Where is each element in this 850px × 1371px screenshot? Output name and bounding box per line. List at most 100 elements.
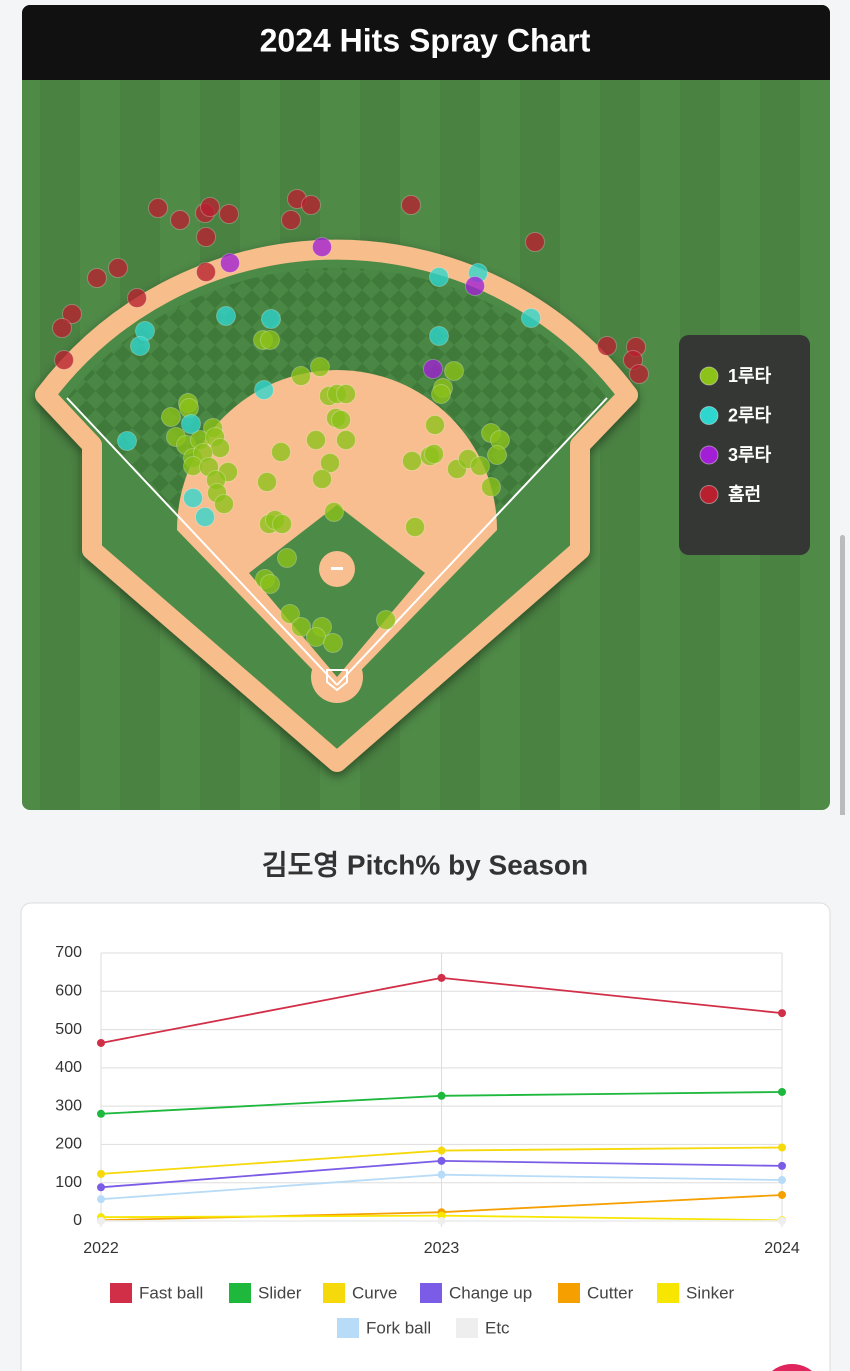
x-tick-label: 2023 bbox=[424, 1240, 460, 1257]
hit-dot bbox=[219, 204, 239, 224]
y-tick-label: 400 bbox=[55, 1059, 82, 1076]
hit-dot bbox=[402, 451, 422, 471]
point bbox=[97, 1183, 105, 1192]
hit-dot bbox=[336, 384, 356, 404]
y-tick-label: 500 bbox=[55, 1021, 82, 1038]
legend-label: Fast ball bbox=[139, 1283, 203, 1302]
hit-dot bbox=[200, 197, 220, 217]
legend-label: 2루타 bbox=[728, 405, 772, 425]
legend-swatch bbox=[699, 445, 719, 465]
legend-label: Fork ball bbox=[366, 1318, 431, 1337]
chart-title: 2024 Hits Spray Chart bbox=[260, 22, 591, 58]
hit-dot bbox=[324, 502, 344, 522]
y-tick-label: 600 bbox=[55, 983, 82, 1000]
legend-swatch bbox=[323, 1283, 345, 1303]
hit-dot bbox=[301, 195, 321, 215]
legend-swatch bbox=[337, 1318, 359, 1338]
hit-dot bbox=[423, 359, 443, 379]
hit-dot bbox=[280, 604, 300, 624]
hit-dot bbox=[277, 548, 297, 568]
hit-dot bbox=[130, 336, 150, 356]
legend-swatch bbox=[657, 1283, 679, 1303]
legend-label: 홈런 bbox=[728, 483, 761, 504]
hit-dot bbox=[260, 574, 280, 594]
hit-dot bbox=[310, 357, 330, 377]
point bbox=[778, 1009, 786, 1018]
point bbox=[437, 973, 446, 982]
point bbox=[437, 1170, 446, 1179]
hit-dot bbox=[257, 472, 277, 492]
hit-dot bbox=[261, 309, 281, 329]
y-tick-label: 200 bbox=[55, 1136, 82, 1153]
floating-button[interactable] bbox=[760, 1364, 824, 1371]
legend-swatch bbox=[456, 1318, 478, 1338]
hit-dot bbox=[170, 210, 190, 230]
legend-swatch bbox=[699, 485, 719, 504]
hit-dot bbox=[196, 262, 216, 282]
hit-dot bbox=[62, 304, 82, 324]
point bbox=[778, 1190, 786, 1199]
hit-dot bbox=[629, 364, 649, 384]
hit-dot bbox=[291, 366, 311, 386]
hit-dot bbox=[376, 610, 396, 630]
legend-label: Curve bbox=[352, 1283, 397, 1302]
chart-title: 김도영 Pitch% by Season bbox=[262, 849, 588, 880]
legend-swatch bbox=[558, 1283, 580, 1303]
legend-label: Change up bbox=[449, 1283, 532, 1302]
legend-label: Etc bbox=[485, 1318, 510, 1337]
legend-swatch bbox=[229, 1283, 251, 1303]
hit-dot bbox=[424, 444, 444, 464]
legend-swatch bbox=[699, 406, 719, 425]
hit-dot bbox=[481, 477, 501, 497]
legend-label: 3루타 bbox=[728, 445, 772, 465]
x-tick-label: 2022 bbox=[83, 1240, 119, 1257]
hit-dot bbox=[148, 198, 168, 218]
hit-dot bbox=[108, 258, 128, 278]
hit-dot bbox=[54, 350, 74, 370]
hit-dot bbox=[521, 308, 541, 328]
hit-dot bbox=[331, 410, 351, 430]
y-tick-label: 300 bbox=[55, 1097, 82, 1114]
hit-dot bbox=[254, 380, 274, 400]
y-tick-label: 0 bbox=[73, 1212, 82, 1229]
point bbox=[778, 1143, 786, 1152]
hit-dot bbox=[220, 253, 240, 273]
legend-swatch bbox=[110, 1283, 132, 1303]
hit-dot bbox=[429, 326, 449, 346]
scrollbar bbox=[840, 535, 845, 815]
hit-dot bbox=[444, 361, 464, 381]
point bbox=[97, 1038, 105, 1047]
hit-dot bbox=[195, 507, 215, 527]
hit-dot bbox=[465, 276, 485, 296]
hit-dot bbox=[405, 517, 425, 537]
hit-dot bbox=[320, 453, 340, 473]
y-tick-label: 700 bbox=[55, 944, 82, 961]
point bbox=[778, 1161, 786, 1170]
point bbox=[437, 1217, 446, 1225]
point bbox=[97, 1169, 105, 1178]
x-tick-label: 2024 bbox=[764, 1240, 800, 1257]
point bbox=[437, 1091, 446, 1100]
hit-dot bbox=[291, 617, 311, 637]
hit-dot bbox=[196, 227, 216, 247]
hit-dot bbox=[281, 210, 301, 230]
hit-dot bbox=[487, 445, 507, 465]
hit-dot bbox=[214, 494, 234, 514]
point bbox=[97, 1109, 105, 1118]
point bbox=[437, 1156, 446, 1165]
hit-dot bbox=[260, 330, 280, 350]
hit-dot bbox=[429, 267, 449, 287]
hit-dot bbox=[425, 415, 445, 435]
hit-dot bbox=[401, 195, 421, 215]
point bbox=[437, 1146, 446, 1155]
hit-dot bbox=[181, 414, 201, 434]
hit-dot bbox=[336, 430, 356, 450]
point bbox=[778, 1217, 786, 1225]
point bbox=[97, 1217, 105, 1225]
hit-dot bbox=[525, 232, 545, 252]
legend-label: Slider bbox=[258, 1283, 302, 1302]
hit-dot bbox=[216, 306, 236, 326]
